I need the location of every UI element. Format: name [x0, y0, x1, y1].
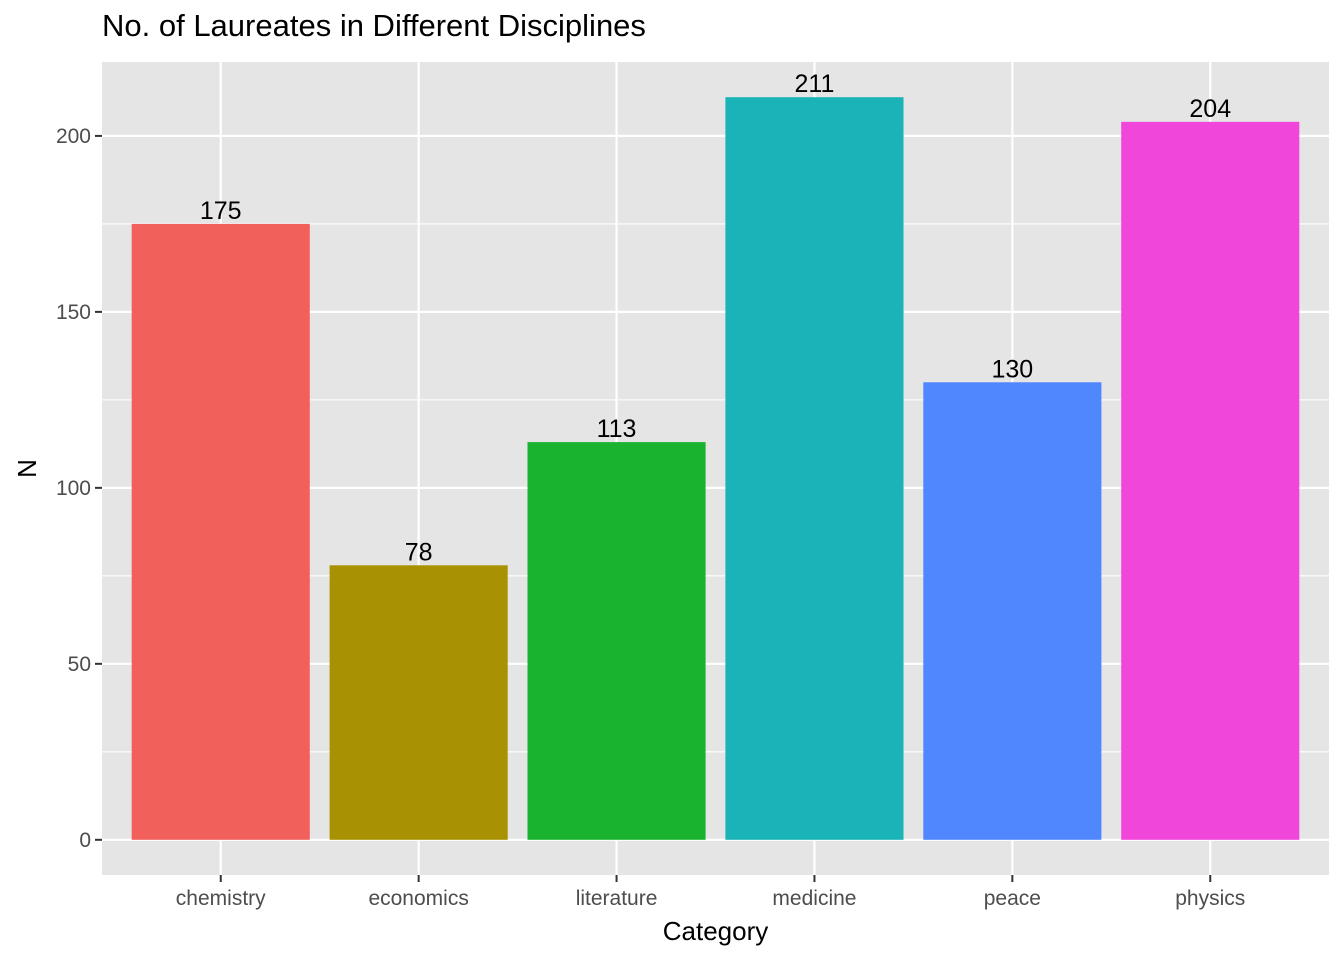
x-axis-title: Category [663, 916, 769, 946]
y-axis: 0 50 100 150 200 [56, 125, 102, 852]
x-axis: chemistry economics literature medicine peac… [176, 875, 1245, 910]
y-tick-label: 200 [56, 125, 91, 148]
x-tick-label: chemistry [176, 887, 266, 910]
data-label-medicine: 211 [795, 70, 835, 98]
bar-medicine [725, 97, 904, 840]
bar-chemistry [131, 223, 310, 840]
bar-physics [1121, 121, 1300, 840]
chart-title: No. of Laureates in Different Discipline… [102, 8, 646, 43]
y-tick-label: 100 [56, 477, 91, 500]
data-label-economics: 78 [405, 538, 433, 566]
bar-economics [329, 565, 508, 840]
x-tick-label: economics [368, 887, 468, 910]
data-label-peace: 130 [991, 355, 1033, 383]
x-tick-label: physics [1175, 887, 1245, 910]
bar-peace [923, 382, 1102, 840]
bars [131, 97, 1300, 840]
bar-literature [527, 442, 706, 840]
x-tick-label: literature [576, 887, 658, 910]
x-tick-label: peace [984, 887, 1041, 910]
y-tick-label: 50 [68, 653, 91, 676]
data-label-chemistry: 175 [200, 197, 242, 225]
y-axis-title: N [12, 459, 42, 478]
y-tick-label: 150 [56, 301, 91, 324]
x-tick-label: medicine [772, 887, 856, 910]
y-tick-label: 0 [79, 829, 91, 852]
data-labels: 175 78 113 211 130 204 [200, 70, 1231, 566]
data-label-literature: 113 [597, 415, 637, 443]
data-label-physics: 204 [1189, 95, 1231, 123]
